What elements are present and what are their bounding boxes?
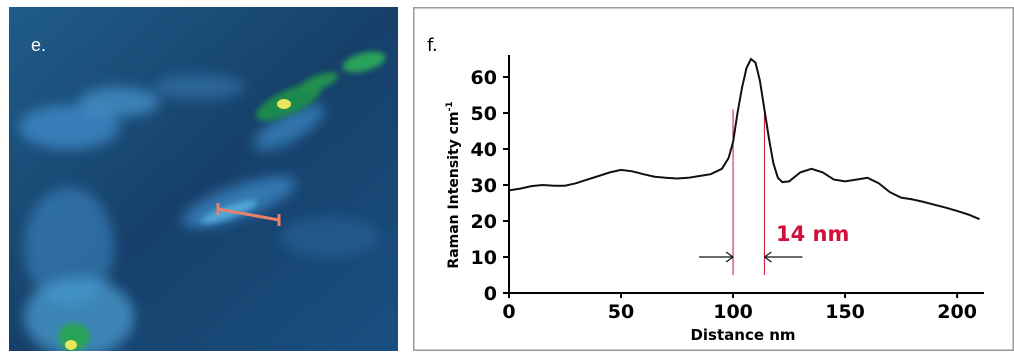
arrow-segment [725, 251, 734, 258]
fwhm-annotation: 14 nm [776, 222, 849, 246]
y-tick-label: 40 [471, 139, 497, 161]
afm-height-map [9, 7, 398, 351]
x-axis-title: Distance nm [690, 326, 795, 344]
x-axis-ticks: 0 50 100 150 200 [502, 293, 977, 323]
y-axis-title-text: Raman Intensity cm [446, 111, 462, 268]
scan-line-marker [216, 203, 281, 226]
y-tick-label: 60 [471, 67, 497, 89]
afm-image-panel: e. [9, 7, 398, 351]
x-tick-label: 200 [937, 301, 977, 323]
y-tick-label: 20 [471, 211, 497, 233]
chart-frame [413, 7, 1014, 351]
x-tick-label: 150 [825, 301, 865, 323]
raman-profile-chart: f. 0 10 20 30 40 50 60 0 50 100 150 200 14 nm Dist… [413, 7, 1014, 351]
panel-f-label: f. [427, 35, 438, 56]
fwhm-arrows [699, 251, 803, 263]
y-tick-label: 30 [471, 175, 497, 197]
panel-e-label: e. [31, 35, 47, 55]
x-tick-label: 100 [713, 301, 753, 323]
y-axis-title: Raman Intensity cm-1 [445, 101, 462, 268]
y-tick-label: 10 [471, 247, 497, 269]
chart-panel: f. 0 10 20 30 40 50 60 0 50 100 150 200 14 nm Dist… [413, 7, 1014, 351]
arrow-segment [725, 256, 734, 263]
raman-intensity-series [508, 57, 980, 221]
x-tick-label: 0 [502, 301, 515, 323]
y-tick-label: 50 [471, 103, 497, 125]
y-tick-label: 0 [484, 283, 497, 305]
arrow-segment [764, 251, 772, 258]
arrow-segment [764, 256, 772, 263]
y-axis-title-superscript: -1 [445, 101, 455, 111]
x-tick-label: 50 [608, 301, 634, 323]
